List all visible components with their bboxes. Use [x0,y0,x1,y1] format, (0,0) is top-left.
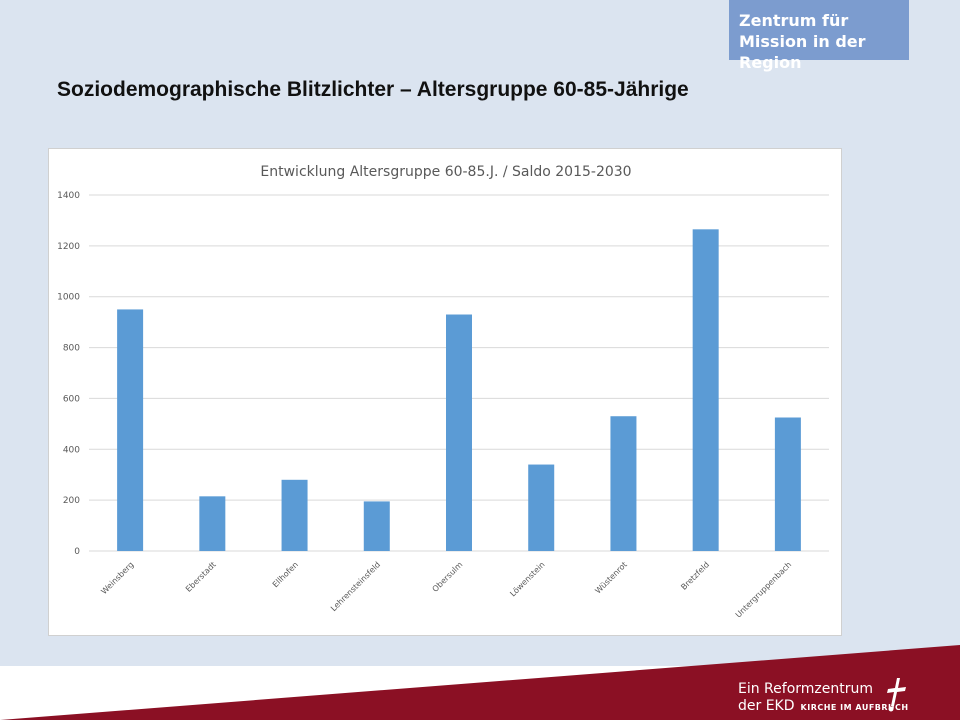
bar-untergruppenbach [774,417,801,551]
bar-chart: Entwicklung Altersgruppe 60-85.J. / Sald… [57,164,829,620]
chart-title: Entwicklung Altersgruppe 60-85.J. / Sald… [260,164,631,180]
chart-card: Entwicklung Altersgruppe 60-85.J. / Sald… [48,148,842,636]
ekd-tagline-line2-small: KIRCHE IM AUFBRUCH [800,703,909,712]
bar-bretzfeld [692,229,719,551]
y-tick-label: 600 [63,394,80,404]
y-tick-label: 0 [74,547,80,557]
ekd-tagline: Ein Reformzentrum der EKD KIRCHE IM AUFBR… [738,681,909,716]
org-logo: Zentrum für Mission in der Region [729,0,909,72]
bar-weinsberg [117,309,144,551]
y-tick-label: 800 [63,344,80,354]
slide-title: Soziodemographische Blitzlichter – Alter… [57,78,689,101]
org-name-line1: Zentrum für [739,11,849,30]
bar-lehrensteinsfeld [363,501,390,551]
bar-obersulm [446,314,472,551]
cross-icon [887,678,906,712]
bar-eberstadt [199,496,226,551]
ekd-tagline-line2-main: der EKD [738,698,795,714]
y-tick-label: 1200 [57,242,80,252]
bar-löwenstein [528,464,555,551]
y-tick-label: 400 [63,445,80,455]
bars [117,229,801,551]
y-tick-label: 200 [63,496,80,506]
bar-wüstenrot [610,416,637,551]
org-name-line2: Mission in der Region [739,32,866,72]
ekd-tagline-line2: der EKD KIRCHE IM AUFBRUCH [738,698,909,716]
ekd-tagline-line1: Ein Reformzentrum [738,681,874,697]
y-axis-tick-labels: 0 200 400 600 800 1000 1200 1400 [57,191,80,557]
bar-ellhofen [281,479,308,551]
y-tick-label: 1400 [57,191,80,201]
y-tick-label: 1000 [57,293,80,303]
